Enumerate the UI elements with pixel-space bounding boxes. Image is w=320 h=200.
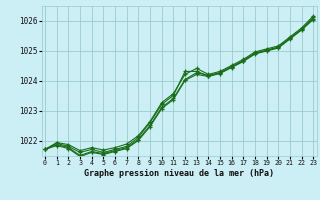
- X-axis label: Graphe pression niveau de la mer (hPa): Graphe pression niveau de la mer (hPa): [84, 169, 274, 178]
